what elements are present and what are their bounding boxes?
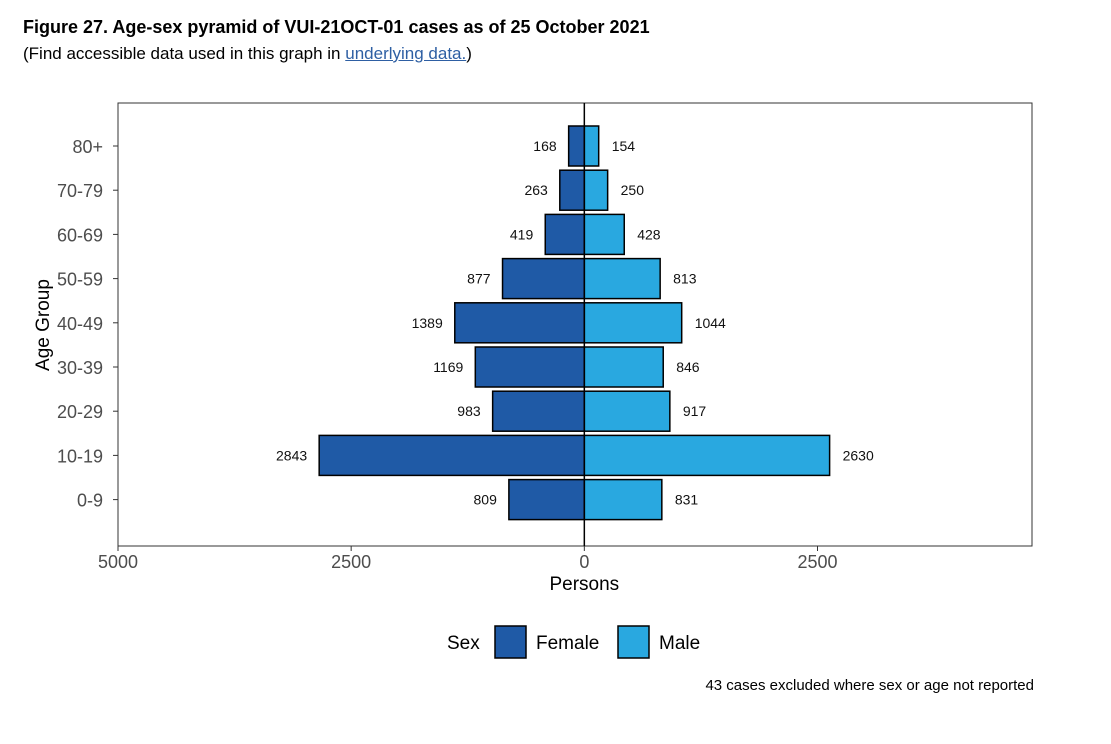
- female-value-label-50-59: 877: [467, 271, 491, 287]
- female-value-label-60-69: 419: [510, 226, 534, 242]
- female-bar-0-9: [508, 478, 586, 521]
- y-tick-label-40-49: 40-49: [57, 314, 103, 334]
- y-tick-label-30-39: 30-39: [57, 358, 103, 378]
- female-value-label-20-29: 983: [457, 403, 481, 419]
- male-value-label-50-59: 813: [673, 271, 697, 287]
- subtitle-prefix: (Find accessible data used in this graph…: [23, 44, 346, 63]
- x-tick-label-1: 2500: [331, 552, 371, 572]
- male-bar-50-59: [583, 257, 661, 300]
- y-tick-label-60-69: 60-69: [57, 225, 103, 245]
- legend-swatch-male: [617, 625, 650, 659]
- female-value-label-40-49: 1389: [412, 315, 443, 331]
- footnote: 43 cases excluded where sex or age not r…: [705, 677, 1034, 694]
- male-value-label-70-79: 250: [621, 182, 645, 198]
- figure-subtitle: (Find accessible data used in this graph…: [23, 44, 472, 64]
- male-value-label-30-39: 846: [676, 359, 700, 375]
- female-bar-20-29: [491, 390, 586, 432]
- male-bar-10-19: [583, 434, 831, 477]
- legend-label-male: Male: [659, 633, 700, 654]
- male-value-label-40-49: 1044: [695, 315, 726, 331]
- x-tick-label-0: 5000: [98, 552, 138, 572]
- female-value-label-30-39: 1169: [433, 359, 463, 375]
- figure-title: Figure 27. Age-sex pyramid of VUI-21OCT-…: [23, 17, 650, 37]
- male-bar-0-9: [583, 478, 663, 521]
- male-value-label-80+: 154: [612, 138, 636, 154]
- male-bar-20-29: [583, 390, 671, 432]
- subtitle-suffix: ): [466, 44, 472, 63]
- plot-panel: [117, 102, 1033, 547]
- y-tick-label-20-29: 20-29: [57, 402, 103, 422]
- male-bar-40-49: [583, 302, 683, 344]
- female-bar-80+: [567, 125, 586, 167]
- y-tick-label-80+: 80+: [72, 137, 103, 157]
- male-bar-80+: [583, 125, 600, 167]
- x-axis-title: Persons: [549, 574, 619, 595]
- male-value-label-0-9: 831: [675, 492, 699, 508]
- legend-swatch-female: [494, 625, 527, 659]
- y-axis-title: Age Group: [33, 279, 54, 371]
- male-value-label-20-29: 917: [683, 403, 707, 419]
- underlying-data-link[interactable]: underlying data.: [345, 44, 467, 63]
- y-tick-label-0-9: 0-9: [77, 491, 103, 511]
- male-bar-30-39: [583, 346, 664, 388]
- y-tick-label-50-59: 50-59: [57, 270, 103, 290]
- female-value-label-0-9: 809: [474, 492, 498, 508]
- y-tick-label-70-79: 70-79: [57, 181, 103, 201]
- female-bar-40-49: [454, 302, 586, 344]
- female-value-label-70-79: 263: [524, 182, 548, 198]
- female-bar-60-69: [544, 213, 586, 256]
- female-bar-50-59: [501, 257, 586, 300]
- y-tick-label-10-19: 10-19: [57, 446, 103, 466]
- x-tick-label-3: 2500: [797, 552, 837, 572]
- male-value-label-60-69: 428: [637, 226, 661, 242]
- male-bar-70-79: [583, 169, 609, 211]
- female-bar-70-79: [559, 169, 586, 211]
- male-bar-60-69: [583, 213, 625, 256]
- female-bar-10-19: [318, 434, 586, 477]
- x-tick-label-2: 0: [579, 552, 589, 572]
- legend-label-female: Female: [536, 633, 599, 654]
- female-value-label-80+: 168: [533, 138, 557, 154]
- female-value-label-10-19: 2843: [276, 447, 307, 463]
- female-bar-30-39: [474, 346, 586, 388]
- legend-title: Sex: [447, 633, 480, 654]
- male-value-label-10-19: 2630: [843, 447, 874, 463]
